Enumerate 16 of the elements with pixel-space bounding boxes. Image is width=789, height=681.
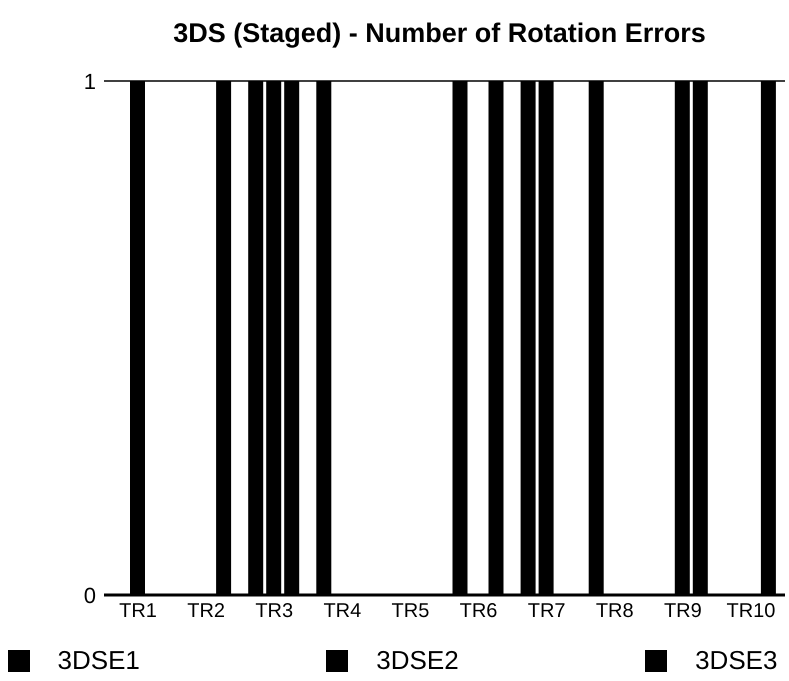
x-tick-label: TR1 bbox=[119, 600, 157, 622]
x-tick-label: TR6 bbox=[460, 600, 498, 622]
chart-title: 3DS (Staged) - Number of Rotation Errors bbox=[172, 18, 707, 50]
x-tick-label: TR3 bbox=[255, 600, 294, 622]
y-tick-label: 1 bbox=[84, 68, 96, 94]
x-tick-label: TR4 bbox=[323, 600, 362, 622]
y-tick-label: 0 bbox=[84, 582, 96, 608]
legend-label: 3DSE1 bbox=[58, 645, 140, 676]
x-tick-label: TR2 bbox=[187, 600, 226, 622]
legend-label: 3DSE2 bbox=[376, 645, 459, 676]
x-tick-label: TR8 bbox=[596, 600, 634, 622]
x-tick-label: TR9 bbox=[664, 600, 702, 622]
legend-label: 3DSE3 bbox=[695, 645, 778, 676]
x-tick-label: TR7 bbox=[528, 600, 566, 622]
x-tick-label: TR5 bbox=[392, 600, 430, 622]
x-tick-label: TR10 bbox=[726, 600, 776, 622]
